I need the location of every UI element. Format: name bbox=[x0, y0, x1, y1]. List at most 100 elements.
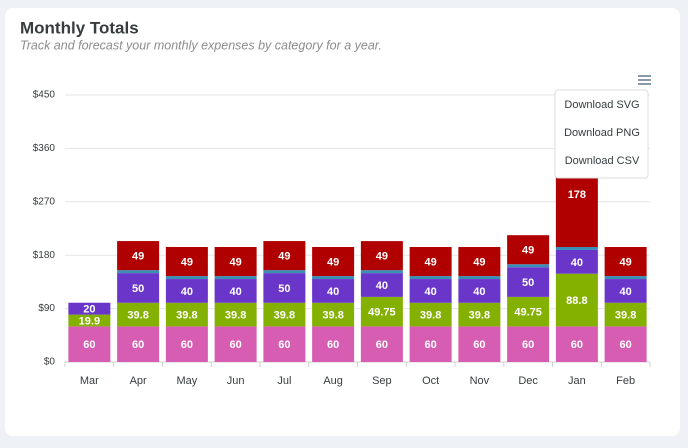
data-label: 40 bbox=[230, 286, 242, 298]
x-tick-label: Jan bbox=[568, 375, 586, 387]
bar-segment bbox=[117, 302, 160, 327]
data-label: 60 bbox=[571, 339, 583, 351]
chart-title: Monthly Totals bbox=[20, 18, 139, 37]
bar-segment bbox=[409, 279, 452, 303]
bar-segment bbox=[458, 302, 501, 327]
bar-segment bbox=[604, 276, 647, 280]
menu-item[interactable]: Download CSV bbox=[565, 155, 640, 167]
bar-segment bbox=[214, 326, 257, 362]
bar-segment bbox=[360, 270, 403, 274]
bar-segment bbox=[68, 302, 111, 315]
y-tick-label: $450 bbox=[33, 90, 56, 101]
bar-segment bbox=[458, 279, 501, 303]
bar-segment bbox=[263, 302, 306, 327]
data-label: 50 bbox=[278, 283, 290, 295]
x-tick-label: Oct bbox=[422, 375, 439, 387]
bar-segment bbox=[117, 273, 160, 303]
bar-segment bbox=[360, 273, 403, 297]
data-label: 88.8 bbox=[566, 295, 587, 307]
bar-segment bbox=[360, 326, 403, 362]
data-label: 39.8 bbox=[322, 309, 343, 321]
chart-subtitle: Track and forecast your monthly expenses… bbox=[20, 38, 382, 52]
bar-segment bbox=[312, 279, 355, 303]
x-tick-label: Jun bbox=[227, 375, 245, 387]
bar-segment bbox=[263, 241, 306, 271]
bar-segment bbox=[555, 326, 598, 362]
data-label: 39.8 bbox=[274, 309, 295, 321]
data-label: 50 bbox=[132, 283, 144, 295]
bar-segment bbox=[165, 326, 208, 362]
y-tick-label: $0 bbox=[44, 357, 56, 368]
data-label: 60 bbox=[376, 339, 388, 351]
data-label: 40 bbox=[425, 286, 437, 298]
bar-segment bbox=[458, 326, 501, 362]
bar-segment bbox=[165, 276, 208, 280]
data-label: 39.8 bbox=[225, 309, 246, 321]
data-label: 60 bbox=[181, 339, 193, 351]
menu-item[interactable]: Download PNG bbox=[564, 127, 640, 139]
bar-segment bbox=[117, 326, 160, 362]
menu-item[interactable]: Download SVG bbox=[564, 99, 639, 111]
x-tick-label: Mar bbox=[80, 375, 99, 387]
bar-segment bbox=[458, 276, 501, 280]
bar-segment bbox=[409, 302, 452, 327]
data-label: 49 bbox=[278, 251, 290, 263]
data-label: 40 bbox=[620, 286, 632, 298]
data-label: 39.8 bbox=[127, 309, 148, 321]
bar-segment bbox=[507, 296, 550, 327]
bar-segment bbox=[68, 314, 111, 327]
bar-segment bbox=[312, 247, 355, 277]
bar-segment bbox=[360, 241, 403, 271]
data-label: 60 bbox=[132, 339, 144, 351]
data-label: 60 bbox=[83, 339, 95, 351]
bar-segment bbox=[604, 326, 647, 362]
bar-segment bbox=[263, 273, 306, 303]
data-label: 49 bbox=[620, 256, 632, 268]
data-label: 49 bbox=[376, 251, 388, 263]
bar-segment bbox=[604, 302, 647, 327]
data-label: 39.8 bbox=[176, 309, 197, 321]
bar-segment bbox=[458, 247, 501, 277]
data-label: 60 bbox=[620, 339, 632, 351]
data-label: 40 bbox=[327, 286, 339, 298]
x-tick-label: Aug bbox=[323, 375, 343, 387]
bar-segment bbox=[165, 302, 208, 327]
data-label: 60 bbox=[230, 339, 242, 351]
bar-segment bbox=[360, 296, 403, 327]
bar-segment bbox=[165, 247, 208, 277]
menu-icon[interactable] bbox=[638, 75, 651, 85]
data-label: 60 bbox=[473, 339, 485, 351]
data-label: 19.9 bbox=[79, 315, 100, 327]
bar-segment bbox=[214, 302, 257, 327]
data-label: 60 bbox=[278, 339, 290, 351]
bar-segment bbox=[555, 247, 598, 250]
data-label: 49 bbox=[425, 256, 437, 268]
data-label: 49.75 bbox=[514, 307, 542, 319]
bar-segment bbox=[507, 235, 550, 265]
bar-segment bbox=[312, 302, 355, 327]
bar-segment bbox=[68, 326, 111, 362]
data-label: 39.8 bbox=[469, 309, 490, 321]
plot: $0 $90 $180 $270 $360 $450 Mar 60 19.920 Apr 60 39.… bbox=[33, 90, 651, 387]
x-tick-label: Jul bbox=[277, 375, 291, 387]
data-label: 49 bbox=[327, 256, 339, 268]
bar-segment bbox=[263, 270, 306, 274]
x-tick-label: Dec bbox=[518, 375, 538, 387]
data-label: 39.8 bbox=[420, 309, 441, 321]
data-label: 49 bbox=[522, 245, 534, 257]
data-label: 40 bbox=[473, 286, 485, 298]
data-label: 39.8 bbox=[615, 309, 636, 321]
bar-segment bbox=[312, 326, 355, 362]
bar-segment bbox=[409, 247, 452, 277]
data-label: 20 bbox=[83, 304, 95, 316]
data-label: 178 bbox=[568, 189, 586, 201]
x-tick-label: Nov bbox=[470, 375, 490, 387]
menu-items: Download SVG Download PNG Download CSV bbox=[564, 99, 640, 167]
bar-segment bbox=[507, 326, 550, 362]
bar-segment bbox=[312, 276, 355, 280]
bar-segment bbox=[214, 247, 257, 277]
bar-segment bbox=[604, 247, 647, 277]
y-tick-label: $90 bbox=[38, 303, 55, 314]
